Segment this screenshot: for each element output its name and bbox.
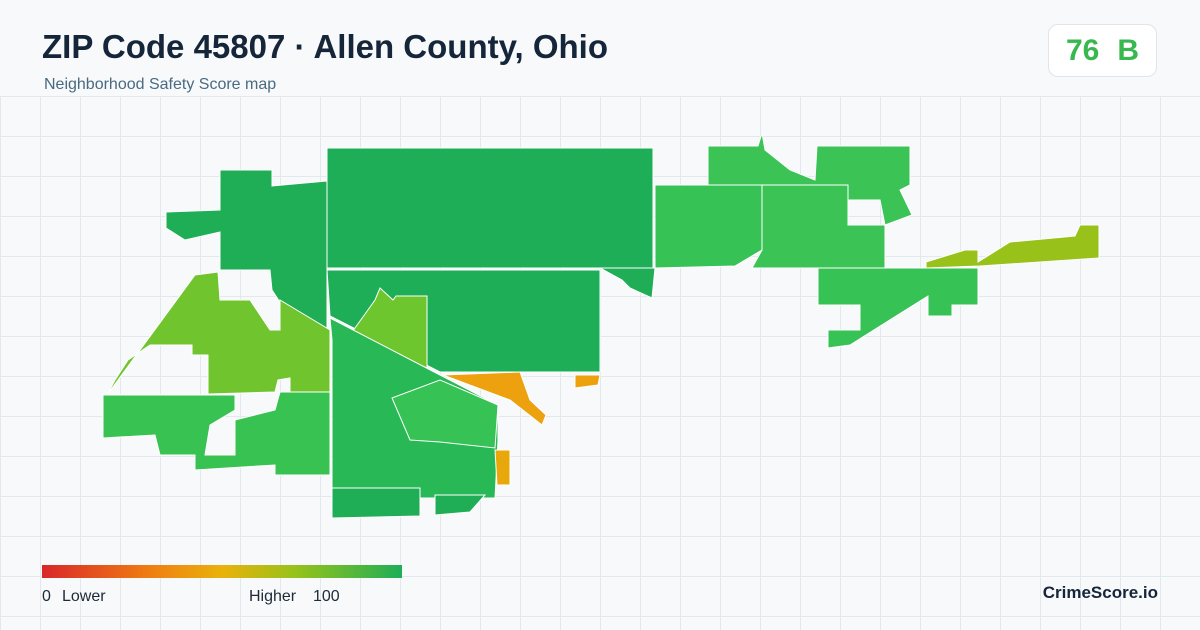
legend-max: 100	[313, 588, 340, 605]
area	[654, 184, 763, 269]
area	[751, 184, 886, 269]
area	[391, 379, 499, 449]
score-badge: 76 B	[1048, 24, 1157, 77]
title: ZIP Code 45807 · Allen County, Ohio	[42, 28, 608, 65]
brand: CrimeScore.io	[1042, 583, 1158, 602]
area	[165, 169, 328, 331]
subtitle: Neighborhood Safety Score map	[44, 76, 277, 93]
score-grade: B	[1117, 33, 1140, 67]
area	[102, 391, 331, 476]
area	[434, 494, 487, 516]
legend-gradient	[42, 565, 402, 578]
area	[925, 224, 1100, 269]
area	[326, 147, 654, 269]
area	[349, 287, 428, 369]
legend-min-label: Lower	[62, 588, 106, 605]
legend-max-label: Higher	[249, 588, 297, 605]
legend-min: 0	[42, 588, 51, 605]
area	[574, 374, 601, 389]
area	[817, 267, 979, 349]
area	[494, 449, 511, 486]
area	[106, 271, 331, 396]
area	[442, 371, 547, 426]
area	[331, 487, 421, 519]
score-value: 76	[1065, 33, 1100, 67]
area	[599, 267, 656, 299]
